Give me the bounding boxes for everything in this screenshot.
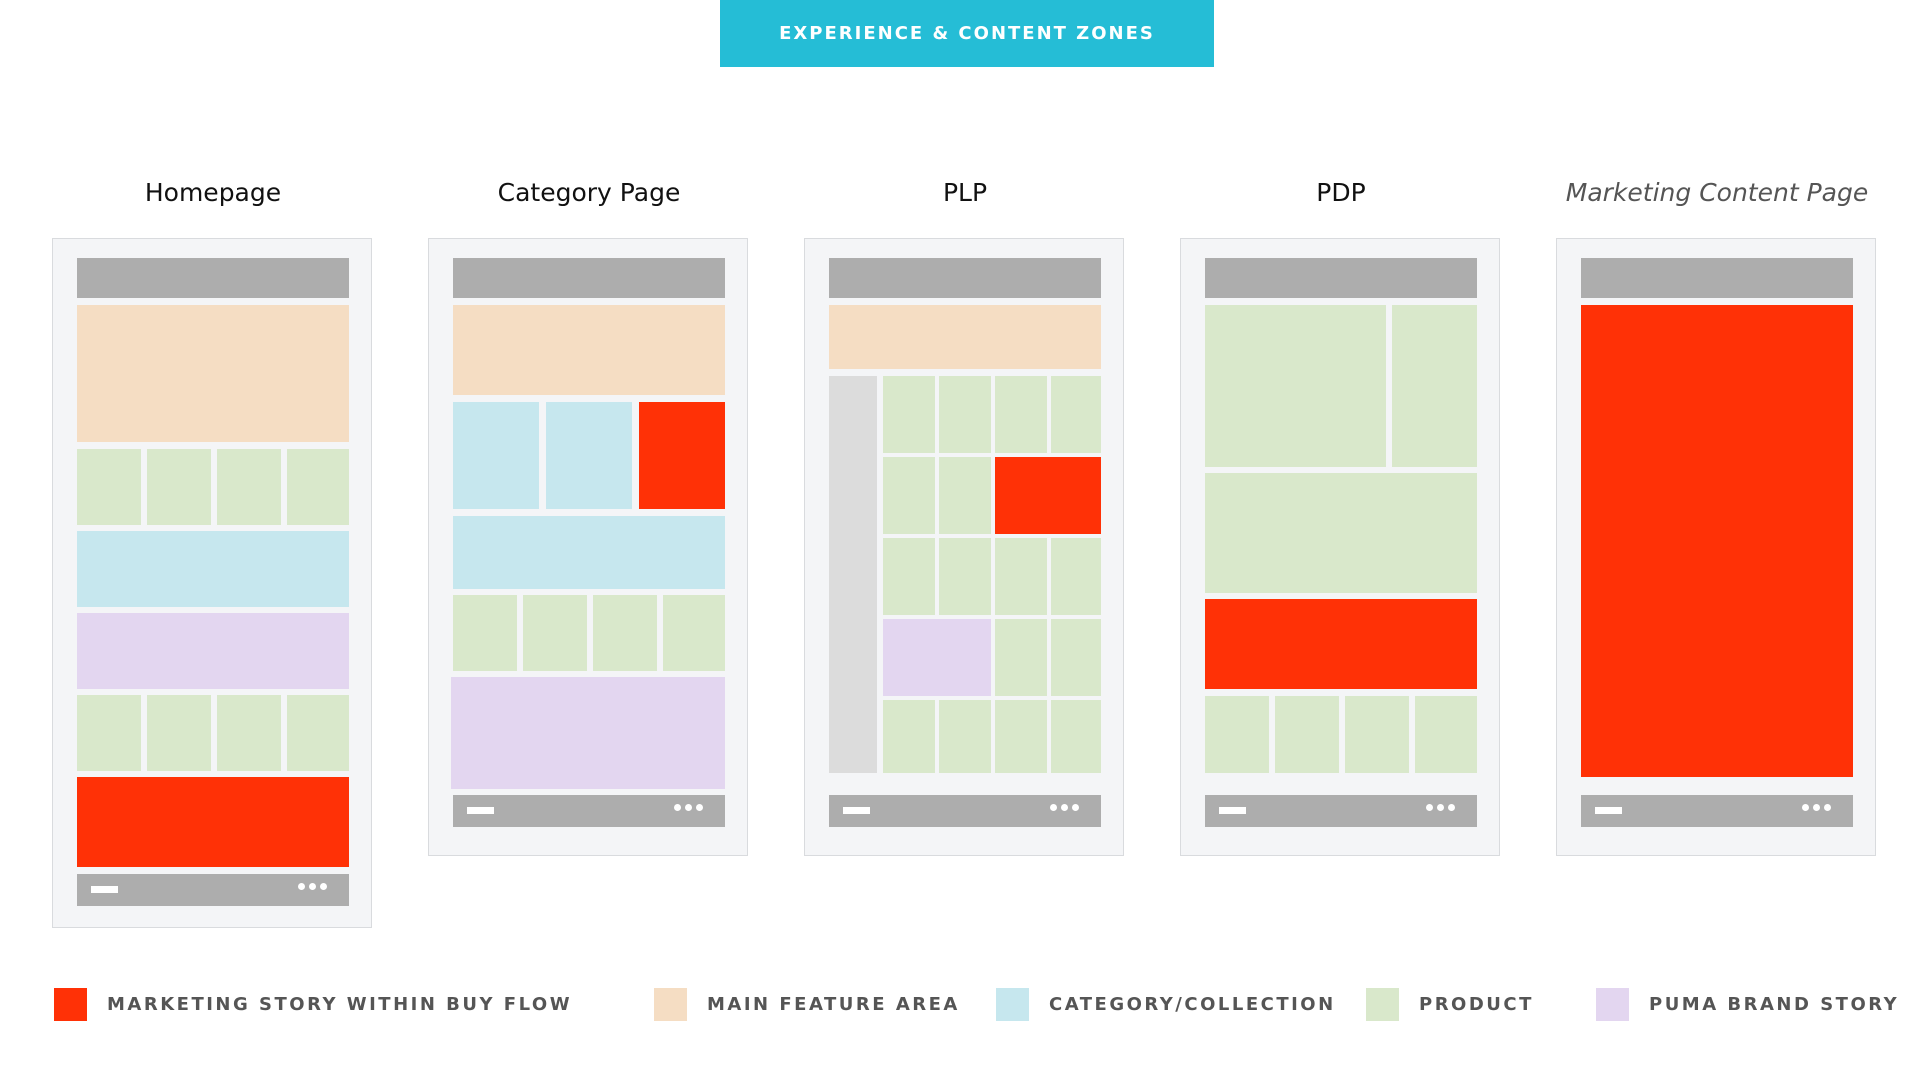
category-page-wireframe bbox=[428, 238, 748, 856]
header-bar bbox=[829, 258, 1101, 298]
product-tile bbox=[939, 457, 991, 534]
product-tile bbox=[663, 595, 725, 671]
filter-sidebar bbox=[829, 376, 877, 773]
product-tile bbox=[883, 376, 935, 453]
product-tile bbox=[453, 595, 517, 671]
header-bar bbox=[453, 258, 725, 298]
product-tile bbox=[939, 538, 991, 615]
footer-bar bbox=[453, 795, 725, 827]
more-dots-icon bbox=[1426, 804, 1455, 811]
product-tile bbox=[1051, 538, 1101, 615]
legend-product: PRODUCT bbox=[1366, 988, 1534, 1021]
product-tile bbox=[1205, 696, 1269, 773]
legend-label: PUMA BRAND STORY bbox=[1649, 994, 1900, 1015]
product-tile bbox=[523, 595, 587, 671]
marketing-story-zone bbox=[77, 777, 349, 867]
legend-label: MAIN FEATURE AREA bbox=[707, 994, 960, 1015]
marketing-content-page-title: Marketing Content Page bbox=[1565, 178, 1869, 207]
product-tile bbox=[883, 700, 935, 773]
product-tile bbox=[77, 695, 141, 771]
product-tile bbox=[883, 457, 935, 534]
legend-swatch bbox=[1366, 988, 1399, 1021]
footer-dash bbox=[843, 807, 870, 814]
product-tile bbox=[939, 376, 991, 453]
product-detail-zone bbox=[1205, 473, 1477, 593]
footer-dash bbox=[1219, 807, 1246, 814]
plp-title: PLP bbox=[942, 178, 988, 207]
product-tile bbox=[593, 595, 657, 671]
main-feature-zone bbox=[77, 305, 349, 442]
product-tile bbox=[287, 695, 349, 771]
product-tile bbox=[1345, 696, 1409, 773]
category-zone bbox=[77, 531, 349, 607]
legend-swatch bbox=[54, 988, 87, 1021]
marketing-story-zone bbox=[639, 402, 725, 509]
legend-swatch bbox=[1596, 988, 1629, 1021]
footer-bar bbox=[829, 795, 1101, 827]
product-tile bbox=[147, 449, 211, 525]
category-tile bbox=[453, 402, 539, 509]
plp-wireframe bbox=[804, 238, 1124, 856]
product-tile bbox=[995, 619, 1047, 696]
brand-story-zone bbox=[883, 619, 991, 696]
product-image-zone bbox=[1205, 305, 1386, 467]
product-tile bbox=[287, 449, 349, 525]
more-dots-icon bbox=[674, 804, 703, 811]
header-bar bbox=[1581, 258, 1853, 298]
marketing-story-zone bbox=[1581, 305, 1853, 777]
header-bar bbox=[77, 258, 349, 298]
footer-dash bbox=[91, 886, 118, 893]
category-page-title: Category Page bbox=[497, 178, 681, 207]
more-dots-icon bbox=[1802, 804, 1831, 811]
legend-brand-story: PUMA BRAND STORY bbox=[1596, 988, 1899, 1021]
footer-dash bbox=[467, 807, 494, 814]
product-tile bbox=[995, 376, 1047, 453]
section-banner: EXPERIENCE & CONTENT ZONES bbox=[720, 0, 1214, 67]
product-tile bbox=[147, 695, 211, 771]
product-tile bbox=[217, 449, 281, 525]
marketing-content-page-wireframe bbox=[1556, 238, 1876, 856]
marketing-story-zone bbox=[995, 457, 1101, 534]
product-tile bbox=[939, 700, 991, 773]
header-bar bbox=[1205, 258, 1477, 298]
homepage-title: Homepage bbox=[144, 178, 282, 207]
legend-category-collection: CATEGORY/COLLECTION bbox=[996, 988, 1336, 1021]
product-info-zone bbox=[1392, 305, 1477, 467]
more-dots-icon bbox=[298, 883, 327, 890]
homepage-wireframe bbox=[52, 238, 372, 928]
legend-label: CATEGORY/COLLECTION bbox=[1049, 994, 1336, 1015]
main-feature-zone bbox=[453, 305, 725, 395]
legend-label: MARKETING STORY WITHIN BUY FLOW bbox=[107, 994, 573, 1015]
footer-bar bbox=[77, 874, 349, 906]
legend-swatch bbox=[996, 988, 1029, 1021]
product-tile bbox=[995, 700, 1047, 773]
product-tile bbox=[217, 695, 281, 771]
product-tile bbox=[1415, 696, 1477, 773]
marketing-story-zone bbox=[1205, 599, 1477, 689]
product-tile bbox=[77, 449, 141, 525]
more-dots-icon bbox=[1050, 804, 1079, 811]
banner-label: EXPERIENCE & CONTENT ZONES bbox=[779, 23, 1155, 44]
legend-marketing-story: MARKETING STORY WITHIN BUY FLOW bbox=[54, 988, 572, 1021]
main-feature-zone bbox=[829, 305, 1101, 369]
product-tile bbox=[1051, 619, 1101, 696]
footer-dash bbox=[1595, 807, 1622, 814]
product-tile bbox=[883, 538, 935, 615]
brand-story-zone bbox=[77, 613, 349, 689]
pdp-wireframe bbox=[1180, 238, 1500, 856]
footer-bar bbox=[1205, 795, 1477, 827]
product-tile bbox=[1051, 376, 1101, 453]
category-zone bbox=[453, 516, 725, 589]
product-tile bbox=[1051, 700, 1101, 773]
pdp-title: PDP bbox=[1316, 178, 1366, 207]
category-tile bbox=[546, 402, 632, 509]
legend-label: PRODUCT bbox=[1419, 994, 1534, 1015]
legend-swatch bbox=[654, 988, 687, 1021]
legend-main-feature: MAIN FEATURE AREA bbox=[654, 988, 960, 1021]
product-tile bbox=[995, 538, 1047, 615]
brand-story-zone bbox=[451, 677, 725, 789]
footer-bar bbox=[1581, 795, 1853, 827]
product-tile bbox=[1275, 696, 1339, 773]
